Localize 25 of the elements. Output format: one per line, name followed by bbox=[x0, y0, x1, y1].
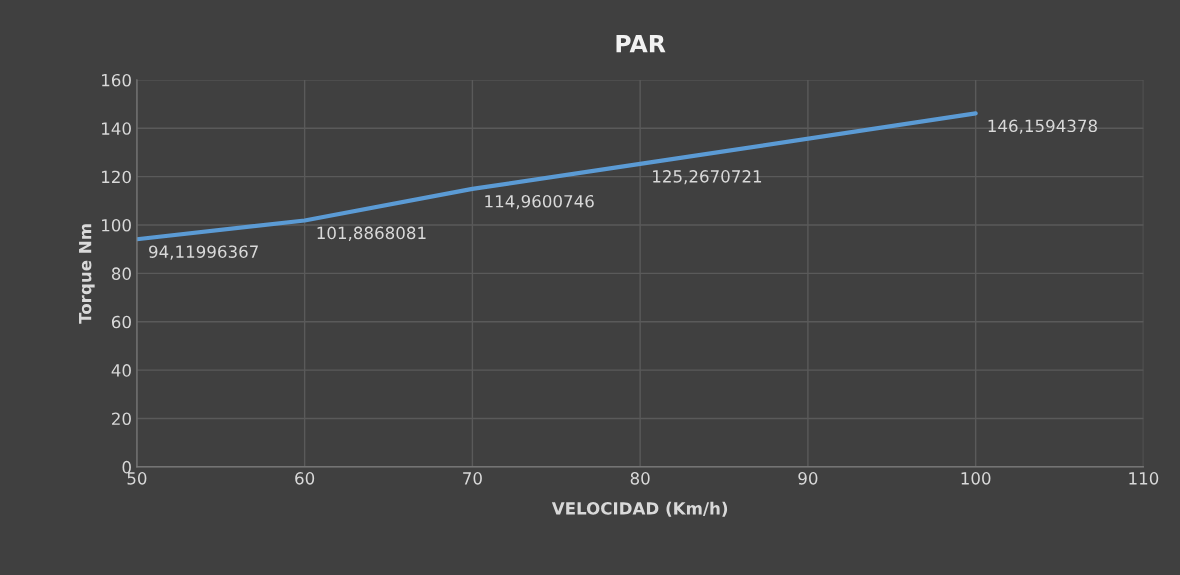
y-tick-label: 60 bbox=[111, 315, 131, 329]
data-label: 146,1594378 bbox=[988, 119, 1097, 134]
x-tick-label: 60 bbox=[295, 472, 315, 485]
y-axis-title: Torque Nm bbox=[79, 224, 95, 324]
y-tick-label: 40 bbox=[111, 364, 131, 377]
x-axis-title: VELOCIDAD (Km/h) bbox=[551, 501, 728, 517]
data-label: 114,9600746 bbox=[485, 194, 594, 210]
y-tick-label: 100 bbox=[102, 219, 131, 232]
x-tick-label: 70 bbox=[463, 472, 482, 485]
data-label: 101,8868081 bbox=[317, 226, 426, 241]
x-tick-label: 90 bbox=[798, 472, 818, 485]
chart-title: PAR bbox=[616, 34, 666, 53]
x-tick-label: 100 bbox=[961, 472, 991, 485]
data-label: 125,2670721 bbox=[653, 170, 762, 185]
y-tick-label: 160 bbox=[102, 73, 131, 87]
y-tick-label: 120 bbox=[102, 170, 131, 184]
data-label: 94,11996367 bbox=[149, 245, 258, 260]
y-tick-label: 80 bbox=[111, 267, 131, 280]
x-tick-label: 110 bbox=[1129, 472, 1159, 485]
y-tick-label: 20 bbox=[112, 412, 131, 426]
x-tick-label: 50 bbox=[127, 472, 147, 485]
y-tick-label: 140 bbox=[102, 122, 131, 135]
x-tick-label: 80 bbox=[630, 472, 650, 485]
y-tick-label: 0 bbox=[122, 460, 131, 474]
line-series bbox=[136, 111, 978, 242]
